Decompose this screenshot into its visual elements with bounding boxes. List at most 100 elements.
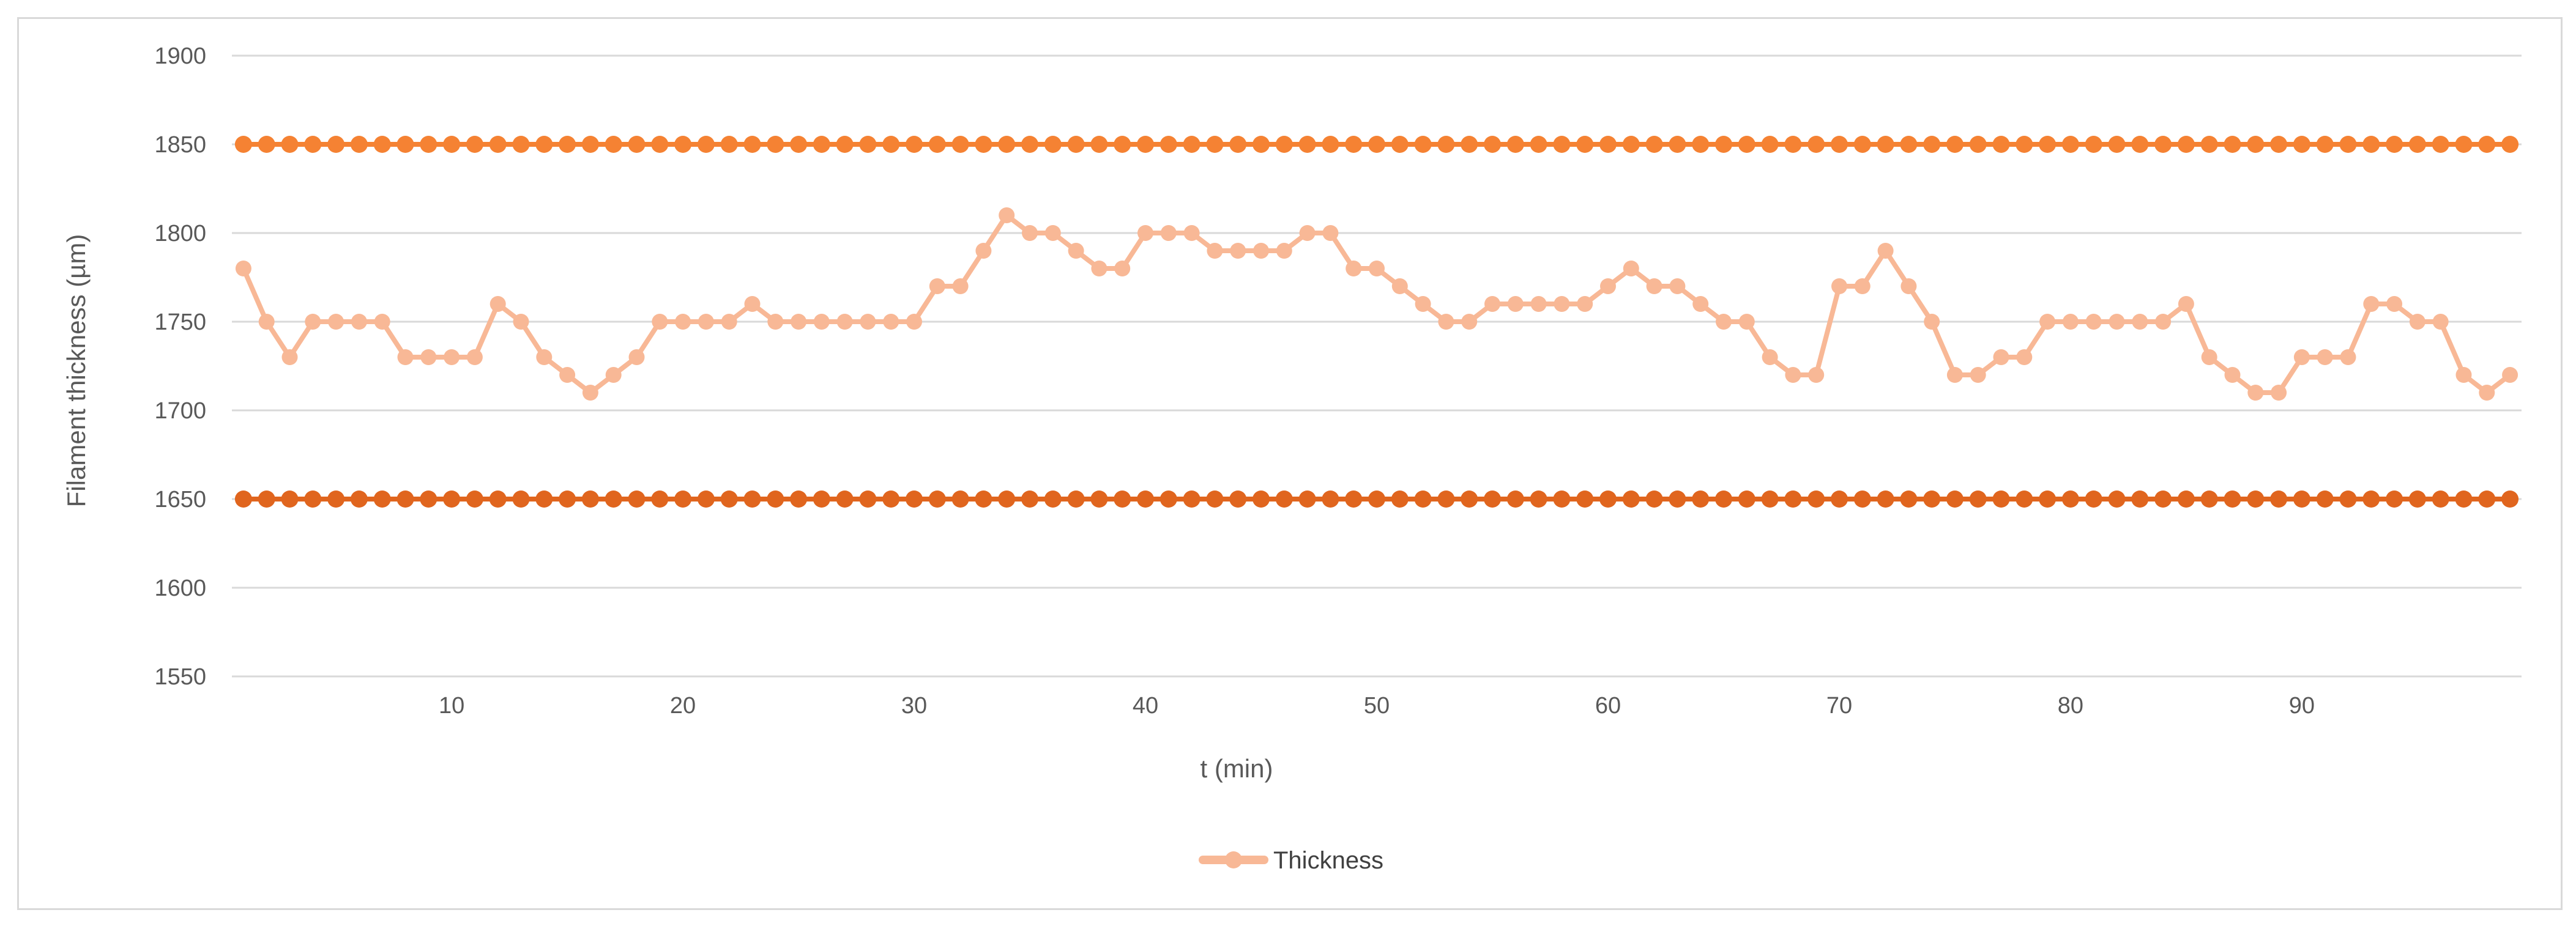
data-point xyxy=(1322,490,1339,508)
data-point xyxy=(466,136,483,153)
series-1 xyxy=(234,136,2519,153)
data-point xyxy=(2108,490,2126,508)
data-point xyxy=(1021,490,1038,508)
data-point xyxy=(2201,349,2217,365)
data-point xyxy=(327,490,345,508)
data-point xyxy=(1946,490,1964,508)
data-point xyxy=(2177,490,2195,508)
data-point xyxy=(2039,314,2056,330)
data-point xyxy=(721,314,737,330)
data-point xyxy=(374,314,390,330)
data-point xyxy=(2247,385,2264,401)
data-point xyxy=(813,314,830,330)
data-point xyxy=(1090,136,1108,153)
data-point xyxy=(2479,385,2495,401)
data-point xyxy=(1669,278,1686,294)
data-point xyxy=(1414,490,1432,508)
data-point xyxy=(1114,136,1131,153)
data-point xyxy=(2293,136,2310,153)
data-point xyxy=(1715,490,1732,508)
data-point xyxy=(535,136,553,153)
data-point xyxy=(1785,367,1801,383)
data-point xyxy=(998,136,1016,153)
data-point xyxy=(743,136,761,153)
data-point xyxy=(1577,296,1593,312)
data-point xyxy=(1969,490,1987,508)
y-axis-title: Filament thickness (µm) xyxy=(62,234,91,508)
data-point xyxy=(975,136,992,153)
data-point xyxy=(2131,136,2149,153)
data-point xyxy=(1368,136,1385,153)
data-point xyxy=(605,136,622,153)
data-point xyxy=(1021,136,1038,153)
data-point xyxy=(1275,136,1293,153)
data-point xyxy=(859,490,877,508)
data-point xyxy=(1831,136,1848,153)
data-point xyxy=(2432,314,2449,330)
data-point xyxy=(1645,136,1663,153)
data-point xyxy=(304,490,322,508)
data-point xyxy=(2455,490,2473,508)
data-point xyxy=(720,490,738,508)
data-point xyxy=(906,490,923,508)
data-point xyxy=(2432,490,2449,508)
data-point xyxy=(1044,490,1062,508)
data-point xyxy=(444,349,460,365)
y-tick-label: 1550 xyxy=(154,664,206,690)
data-point xyxy=(443,136,461,153)
legend[interactable]: Thickness xyxy=(1199,847,1383,874)
data-point xyxy=(1253,490,1270,508)
y-tick-label: 1650 xyxy=(154,487,206,513)
data-point xyxy=(2085,136,2102,153)
data-point xyxy=(2340,349,2356,365)
data-point xyxy=(1553,136,1571,153)
data-point xyxy=(1299,225,1316,241)
data-point xyxy=(720,136,738,153)
data-point xyxy=(975,490,992,508)
data-point xyxy=(466,490,483,508)
data-point xyxy=(651,490,669,508)
data-point xyxy=(2178,296,2194,312)
data-point xyxy=(2408,490,2426,508)
data-point xyxy=(906,136,923,153)
data-point xyxy=(1437,136,1455,153)
data-point xyxy=(2154,136,2172,153)
data-point xyxy=(1993,349,2009,365)
data-point xyxy=(743,490,761,508)
data-point xyxy=(836,314,853,330)
data-point xyxy=(327,136,345,153)
data-point xyxy=(767,490,784,508)
data-point xyxy=(350,490,368,508)
data-point xyxy=(1461,490,1478,508)
data-point xyxy=(675,314,691,330)
data-point xyxy=(559,490,576,508)
data-point xyxy=(2362,490,2380,508)
data-point xyxy=(1622,136,1640,153)
data-point xyxy=(304,136,322,153)
data-point xyxy=(1853,136,1871,153)
data-point xyxy=(2339,136,2357,153)
x-tick-label: 70 xyxy=(1826,693,1852,719)
data-point xyxy=(791,314,807,330)
data-point xyxy=(281,136,299,153)
data-point xyxy=(1067,136,1085,153)
data-point xyxy=(489,490,507,508)
data-point xyxy=(697,136,715,153)
data-point xyxy=(1091,261,1107,276)
data-point xyxy=(2270,490,2288,508)
data-point xyxy=(1183,225,1200,241)
data-point xyxy=(2132,314,2148,330)
data-point xyxy=(1669,136,1686,153)
data-point xyxy=(1298,136,1316,153)
data-point xyxy=(1369,261,1385,276)
data-point xyxy=(1738,490,1755,508)
x-tick-label: 50 xyxy=(1364,693,1390,719)
data-point xyxy=(1137,225,1153,241)
data-point xyxy=(1090,490,1108,508)
data-point xyxy=(1692,490,1710,508)
data-point xyxy=(2316,136,2334,153)
data-point xyxy=(674,490,692,508)
data-point xyxy=(1877,243,1894,259)
data-point xyxy=(1946,367,1963,383)
data-point xyxy=(1646,278,1662,294)
